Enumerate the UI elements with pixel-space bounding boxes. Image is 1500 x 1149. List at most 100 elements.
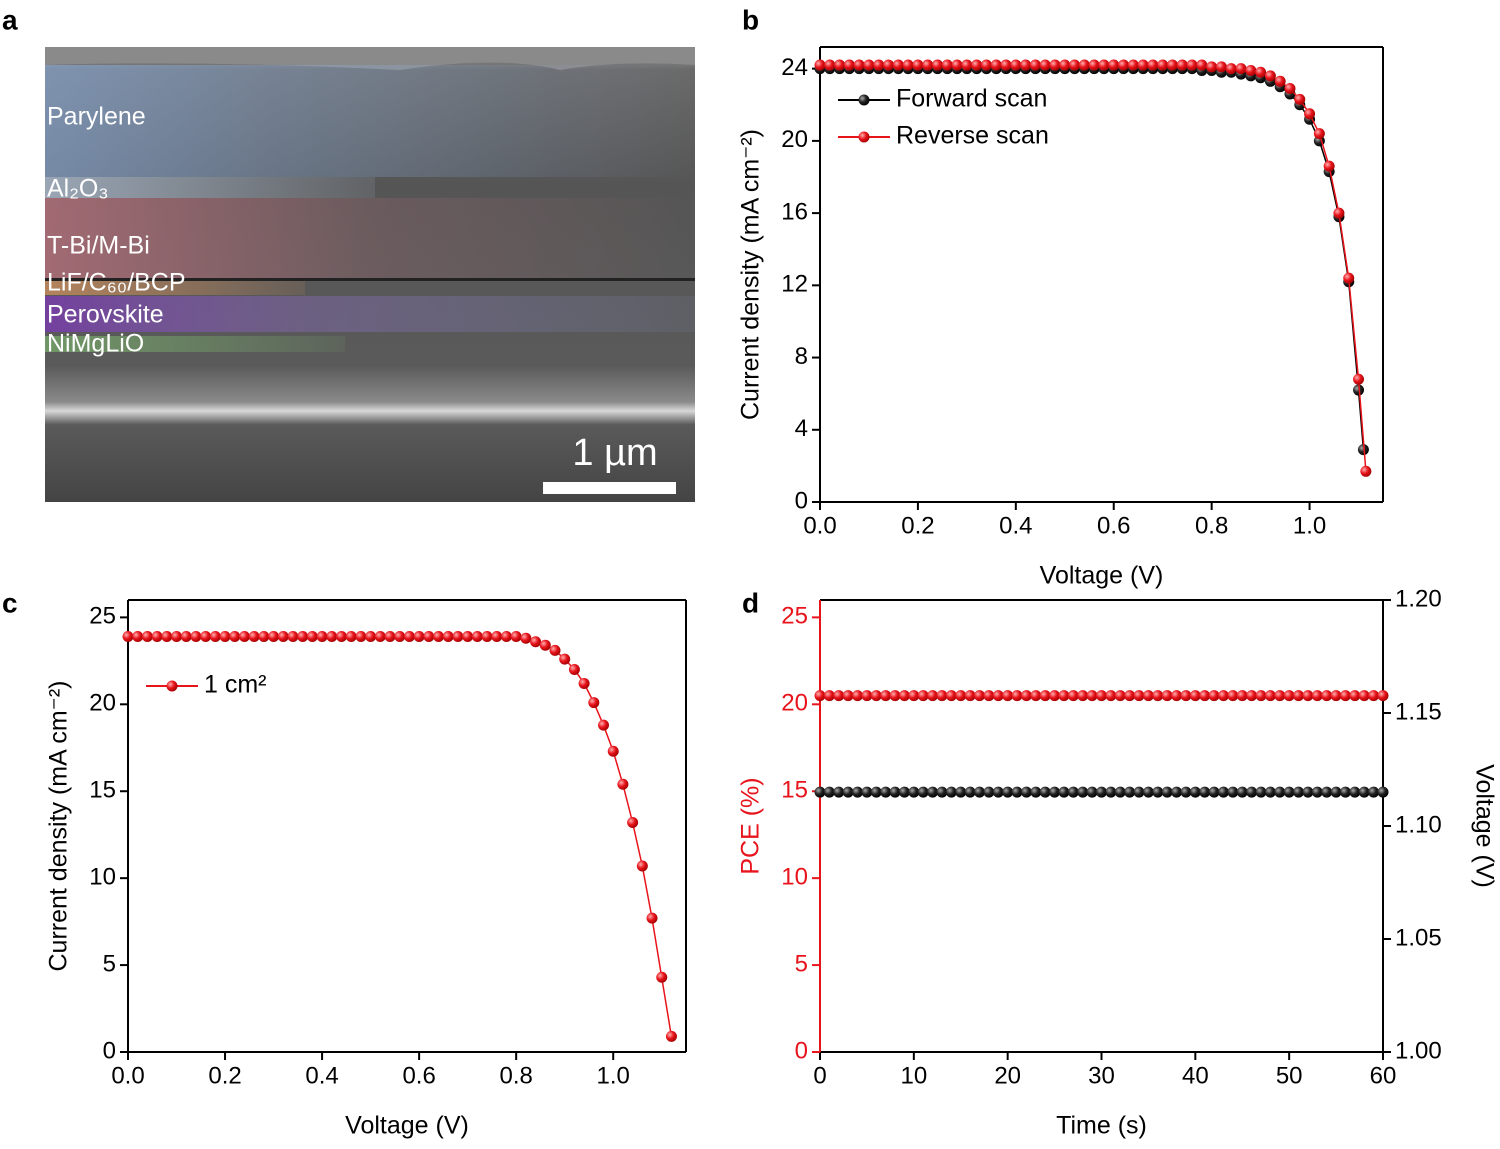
marker [889,786,901,798]
marker [549,644,561,656]
marker [927,690,939,702]
sem-surface [45,47,695,70]
layer-label: Perovskite [47,301,164,329]
sem-image [45,47,695,502]
marker [814,690,826,702]
marker [908,786,920,798]
marker [983,786,995,798]
marker [442,631,454,643]
marker [1058,690,1070,702]
marker [1180,690,1192,702]
marker [863,59,875,71]
y-tick-label: 25 [781,603,808,630]
marker [394,631,406,643]
y-tick-label: 20 [89,690,116,717]
marker [1039,59,1051,71]
marker [974,786,986,798]
marker [1264,690,1276,702]
marker [1010,59,1022,71]
marker [852,690,864,702]
marker [219,631,231,643]
marker [1264,70,1276,82]
marker [1377,690,1389,702]
marker [1368,786,1380,798]
marker [1077,690,1089,702]
x-tick-label: 40 [1182,1062,1209,1089]
marker [1124,786,1136,798]
y-axis-label: PCE (%) [737,777,765,874]
marker [1030,786,1042,798]
marker [365,631,377,643]
marker [1189,690,1201,702]
x-tick-label: 60 [1370,1062,1397,1089]
marker [1029,59,1041,71]
marker [1142,786,1154,798]
marker [843,59,855,71]
marker [1321,786,1333,798]
layer-line [45,278,695,281]
marker [1020,690,1032,702]
x-axis-label: Voltage (V) [1040,562,1164,590]
marker [990,59,1002,71]
marker [1358,786,1370,798]
y2-tick-label: 1.10 [1395,811,1442,838]
marker [268,631,280,643]
marker [927,786,939,798]
marker [1152,690,1164,702]
marker [1343,272,1355,284]
marker [1227,786,1239,798]
marker [403,631,415,643]
legend-marker [166,680,178,692]
marker [1330,786,1342,798]
marker [1186,59,1198,71]
marker [1039,690,1051,702]
x-tick-label: 0 [813,1062,826,1089]
marker [1077,786,1089,798]
marker [141,631,153,643]
marker [936,786,948,798]
marker [1353,384,1365,396]
marker [578,677,590,689]
marker [481,631,493,643]
marker [1217,690,1229,702]
y-tick-label: 10 [89,863,116,890]
marker [1161,690,1173,702]
marker [1078,59,1090,71]
legend-label: Forward scan [896,85,1047,113]
marker [287,631,299,643]
marker [1137,59,1149,71]
marker [955,690,967,702]
marker [1255,66,1267,78]
marker [200,631,212,643]
marker [180,631,192,643]
layer-label: T-Bi/M-Bi [47,232,150,260]
layer-label: NiMgLiO [47,330,144,358]
x-tick-label: 50 [1276,1062,1303,1089]
y-tick-label: 8 [795,343,808,370]
panel-label: b [742,4,759,35]
marker [842,690,854,702]
marker [823,786,835,798]
marker [238,631,250,643]
x-tick-label: 20 [994,1062,1021,1089]
marker [1349,786,1361,798]
marker [316,631,328,643]
marker [983,690,995,702]
marker [656,971,668,983]
y-tick-label: 10 [781,863,808,890]
marker [1217,786,1229,798]
marker [892,59,904,71]
panel-label: a [2,4,18,35]
y-tick-label: 20 [781,126,808,153]
marker [1353,373,1365,385]
marker [861,690,873,702]
marker [870,690,882,702]
marker [1114,690,1126,702]
marker [1133,690,1145,702]
marker [1171,786,1183,798]
marker [1339,786,1351,798]
marker [931,59,943,71]
marker [510,631,522,643]
legend-label: 1 cm² [204,671,267,699]
marker [345,631,357,643]
